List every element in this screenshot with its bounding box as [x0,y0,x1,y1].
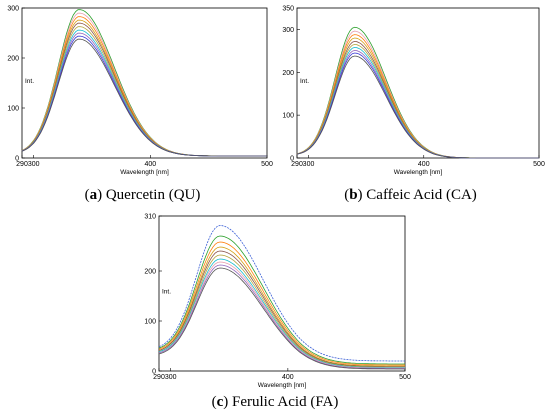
chart-panel-ferulic-acid: 290 300 400 500 0 100 200 310 Wavelength [nm] Int… [144,214,411,390]
x-axis-title: Wavelength [nm] [394,169,443,176]
y-tick-label: 300 [7,6,19,13]
x-tick-label: 290 [153,374,165,381]
y-tick-label: 300 [282,27,294,34]
caption-caffeic-acid: (b) Caffeic Acid (CA) [344,187,477,203]
series-line [21,26,267,157]
series-line [158,250,405,367]
caption-ferulic-acid: (c) Ferulic Acid (FA) [211,394,339,410]
x-tick-label: 290 [291,161,303,168]
y-axis-title: Int. [300,78,309,85]
y-tick-label: 200 [282,70,294,77]
x-axis-title: Wavelength [nm] [258,382,307,389]
series-line [21,38,267,157]
series-line [158,241,405,366]
series-line [158,264,405,369]
x-tick-label: 400 [144,161,156,168]
x-tick-label: 400 [282,374,294,381]
x-tick-label: 300 [165,374,177,381]
y-tick-label: 100 [144,319,156,326]
y-tick-label: 0 [290,156,294,163]
caption-text: Quercetin (QU) [105,187,201,203]
series-line [158,267,405,370]
series-line [21,32,267,157]
panel-label: b [349,187,358,203]
plot-frame [21,7,268,159]
series-line [21,22,267,157]
caption-text: Ferulic Acid (FA) [232,394,339,410]
series-line [158,261,405,369]
y-tick-label: 200 [144,269,156,276]
x-tick-label: 500 [533,161,545,168]
x-tick-label: 500 [399,374,411,381]
panel-label: a [89,187,98,203]
y-tick-label: 0 [152,369,156,376]
x-tick-label: 300 [28,161,40,168]
y-tick-label: 100 [282,113,294,120]
x-tick-label: 500 [261,161,273,168]
y-axis-title: Int. [25,78,34,85]
series-line [296,55,539,159]
series-line [158,235,405,365]
x-tick-label: 300 [303,161,315,168]
y-axis-title: Int. [162,289,171,296]
series-line [21,35,267,157]
series-line [158,254,405,368]
y-tick-label: 100 [7,106,19,113]
y-tick-label: 0 [15,156,19,163]
y-tick-label: 310 [144,214,156,221]
caption-quercetin: (a) Quercetin (QU) [84,187,201,203]
panel-label: c [216,394,224,410]
series-line [158,258,405,368]
caption-text: Caffeic Acid (CA) [366,187,477,203]
x-axis-title: Wavelength [nm] [120,169,169,176]
series-line [158,225,405,362]
y-tick-label: 350 [282,6,294,13]
plot-frame [296,7,540,159]
y-tick-label: 200 [7,56,19,63]
x-tick-label: 400 [418,161,430,168]
plot-frame [158,215,406,372]
series-line [158,246,405,367]
series-line [21,29,267,157]
x-tick-label: 290 [16,161,28,168]
